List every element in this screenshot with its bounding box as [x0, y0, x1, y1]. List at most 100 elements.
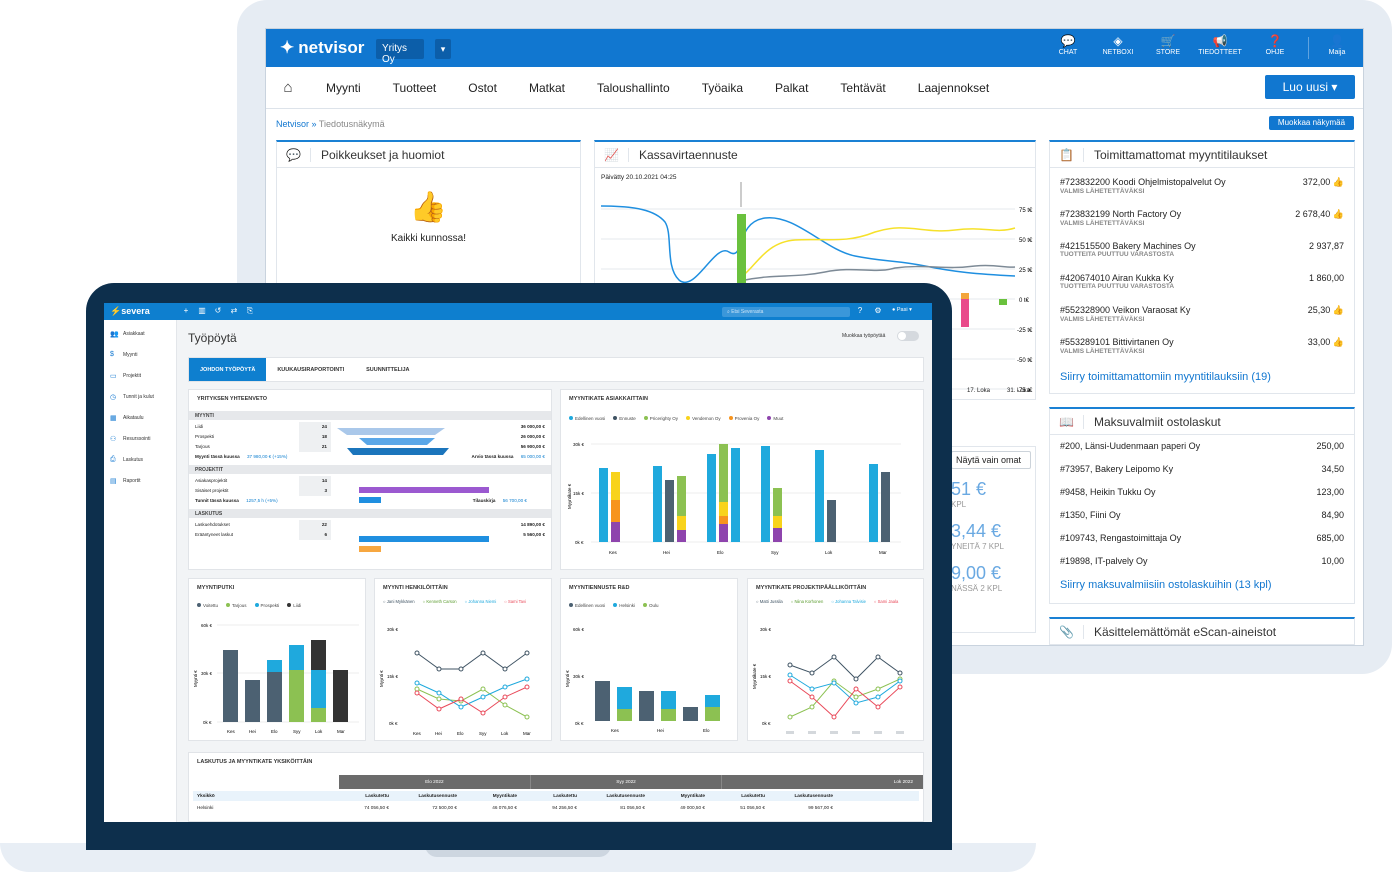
help-icon[interactable]: ?	[857, 306, 863, 315]
user-menu[interactable]: 👤 Maija	[1311, 34, 1363, 56]
bar	[223, 650, 238, 722]
invoice-row[interactable]: #19898, IT-palvely Oy 10,00	[1050, 556, 1354, 579]
point	[480, 686, 486, 692]
invoice-row[interactable]: #109743, Rengastoimittaja Oy 685,00	[1050, 533, 1354, 556]
chat-button[interactable]: 💬 CHAT	[1042, 34, 1094, 56]
export-icon[interactable]: ⎘	[246, 306, 254, 315]
legend-label: Provenia Oy	[734, 416, 760, 421]
edit-view-button[interactable]: Muokkaa näkymää	[1269, 116, 1354, 130]
netvisor-logo[interactable]: ✦ netvisor	[280, 38, 364, 58]
bar	[311, 708, 326, 722]
bar	[677, 476, 686, 516]
order-row[interactable]: #420674010 Airan Kukka Ky 1 860,00 TUOTTEI…	[1050, 273, 1354, 305]
sidebar-item-laskutus[interactable]: ⎙ Laskutus	[104, 449, 176, 470]
nav-laajennokset[interactable]: Laajennokset	[917, 80, 990, 95]
row-count: 14	[299, 476, 331, 486]
invoice-row[interactable]: #200, Länsi-Uudenmaan paperi Oy 250,00	[1050, 441, 1354, 464]
breadcrumb-root[interactable]: Netvisor	[276, 119, 310, 129]
x-tick: Lok	[501, 731, 509, 736]
company-selector[interactable]: Yritys Oy	[376, 39, 424, 65]
add-icon[interactable]: +	[183, 306, 189, 315]
point	[524, 684, 530, 690]
bar	[815, 450, 824, 542]
news-button[interactable]: 📢 TIEDOTTEET	[1194, 34, 1246, 56]
invoice-row[interactable]: #1350, Fiini Oy 84,90	[1050, 510, 1354, 533]
main-nav: ⌂ Myynti Tuotteet Ostot Matkat Taloushal…	[266, 67, 1363, 109]
y-tick: 0k €	[575, 721, 584, 726]
order-row[interactable]: #421515500 Bakery Machines Oy 2 937,87 TUO…	[1050, 241, 1354, 273]
bar	[773, 528, 782, 542]
nav-ostot[interactable]: Ostot	[468, 80, 497, 95]
order-row[interactable]: #552328900 Veikon Varaosat Ky 25,30 👍 VALM…	[1050, 305, 1354, 337]
home-icon[interactable]: ⌂	[283, 79, 293, 96]
sidebar-item-projektit[interactable]: ▭ Projektit	[104, 365, 176, 386]
sales-by-person-chart: Myynti € 30k € 15k € 0k € Kes Hei Elo Sy…	[379, 627, 531, 736]
month-header: Elo 2022 Syy 2022 Lok 2022	[189, 775, 924, 789]
bar	[653, 466, 662, 542]
swap-icon[interactable]: ⇄	[230, 306, 238, 315]
undelivered-link[interactable]: Siirry toimittamattomiin myyntitilauksii…	[1060, 371, 1271, 383]
nav-tehtavat[interactable]: Tehtävät	[840, 80, 886, 95]
nav-myynti[interactable]: Myynti	[326, 80, 361, 95]
invoice-row[interactable]: #73957, Bakery Leipomo Ky 34,50	[1050, 464, 1354, 487]
chart-icon[interactable]: ▥	[198, 306, 206, 315]
order-row[interactable]: #723832199 North Factory Oy 2 678,40 👍 VAL…	[1050, 209, 1354, 241]
invoice-row[interactable]: #9458, Heikin Tukku Oy 123,00	[1050, 487, 1354, 510]
point	[458, 704, 464, 710]
bar	[311, 670, 326, 708]
x-tick: Elo	[703, 728, 710, 733]
chevron-down-icon[interactable]: ▾	[435, 39, 451, 59]
edit-toggle[interactable]	[897, 331, 919, 341]
x-tick: Mar	[337, 729, 345, 734]
cube-icon: ◈	[1113, 34, 1123, 48]
nav-taloushallinto[interactable]: Taloushallinto	[596, 80, 670, 95]
chart-legend: Edellinen vuosi Ennuste Pricerighty Oy V…	[561, 416, 923, 421]
tab-suunnittelija[interactable]: SUUNNITTELIJA	[366, 367, 410, 373]
payable-link[interactable]: Siirry maksuvalmiisiin ostolaskuihin (13…	[1060, 579, 1272, 591]
y-axis-label: Myynti €	[379, 670, 384, 687]
nav-matkat[interactable]: Matkat	[528, 80, 565, 95]
sidebar-item-resurssointi[interactable]: ⚇ Resurssointi	[104, 428, 176, 449]
order-row[interactable]: #723832200 Koodi Ohjelmistopalvelut Oy 37…	[1050, 177, 1354, 209]
help-button[interactable]: ❓ OHJE	[1249, 34, 1301, 56]
nav-tuotteet[interactable]: Tuotteet	[392, 80, 437, 95]
netboxi-button[interactable]: ◈ NETBOXI	[1092, 34, 1144, 56]
sidebar-item-tunnit[interactable]: ◷ Tunnit ja kulut	[104, 386, 176, 407]
search-input[interactable]: ⌕ Etsi Severasta	[722, 307, 850, 317]
bar	[611, 500, 620, 522]
sidebar-item-myynti[interactable]: $ Myynti	[104, 344, 176, 365]
table-cell: 81 056,50 €	[620, 805, 645, 810]
order-row[interactable]: #553289101 Bittivirtanen Oy 33,00 👍 VALMIS…	[1050, 337, 1354, 369]
store-button[interactable]: 🛒 STORE	[1142, 34, 1194, 56]
row-value: 36 000,00 €	[520, 424, 545, 429]
create-new-button[interactable]: Luo uusi ▾	[1265, 75, 1355, 99]
y-axis-label: Myyntikate €	[752, 663, 757, 689]
x-tick: Syy	[771, 550, 779, 555]
point	[414, 686, 420, 692]
invoice-name: #200, Länsi-Uudenmaan paperi Oy	[1060, 441, 1201, 451]
chat-icon: 💬	[1060, 34, 1076, 48]
show-own-button[interactable]: Näytä vain omat	[951, 451, 1031, 469]
legend-label: Edellinen vuosi	[575, 416, 606, 421]
history-icon[interactable]: ↺	[214, 306, 222, 315]
gear-icon[interactable]: ⚙	[874, 306, 882, 315]
tab-johdon[interactable]: JOHDON TYÖPÖYTÄ	[189, 358, 267, 381]
severa-logo[interactable]: ⚡severa	[110, 306, 150, 316]
exceptions-card: 💬 Poikkeukset ja huomiot 👍 Kaikki kunnoss…	[276, 140, 581, 300]
tab-kuukausi[interactable]: KUUKAUSIRAPORTOINTI	[277, 367, 345, 373]
sidebar-item-asiakkaat[interactable]: 👥 Asiakkaat	[104, 323, 176, 344]
breadcrumb-separator: »	[311, 119, 317, 129]
bar	[665, 480, 674, 542]
legend-item: ○ Johanna Niemi	[464, 599, 497, 604]
nav-tyoaika[interactable]: Työaika	[701, 80, 744, 95]
sidebar-item-raportit[interactable]: ▤ Raportit	[104, 470, 176, 491]
point	[875, 704, 881, 710]
sales-by-person-card: MYYNTI HENKILÖITTÄIN ○ Jani Mykkänen ○ K…	[374, 578, 552, 741]
section-header: PROJEKTIT	[189, 465, 551, 474]
nav-palkat[interactable]: Palkat	[775, 80, 809, 95]
legend-item: Edellinen vuosi	[569, 416, 605, 421]
x-tick: Hei	[249, 729, 256, 734]
sidebar-item-aikataulu[interactable]: ▦ Aikataulu	[104, 407, 176, 428]
user-menu[interactable]: ● Pasi ▾	[892, 307, 912, 313]
clock-icon: ◷	[110, 393, 117, 401]
